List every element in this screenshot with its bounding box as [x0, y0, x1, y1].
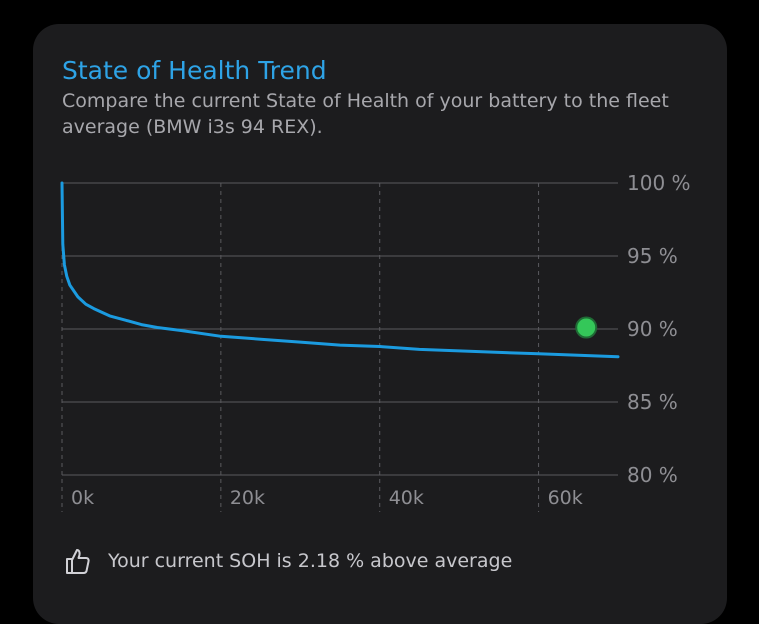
- card-subtitle: Compare the current State of Health of y…: [62, 90, 669, 138]
- current-soh-marker: [575, 316, 598, 339]
- y-tick-label: 100 %: [627, 171, 691, 195]
- fleet-average-line: [60, 181, 620, 359]
- y-tick-label: 90 %: [627, 317, 678, 341]
- y-tick-label: 85 %: [627, 390, 678, 414]
- soh-trend-chart: 100 % 95 % 90 % 85 % 80 % 0k 20k 40k 60k: [60, 171, 691, 512]
- y-tick-label: 80 %: [627, 463, 678, 487]
- x-tick-label: 20k: [230, 487, 265, 509]
- y-tick-label: 95 %: [627, 244, 678, 268]
- soh-comparison-text: Your current SOH is 2.18 % above average: [108, 550, 513, 572]
- soh-comparison-note: Your current SOH is 2.18 % above average: [62, 546, 512, 576]
- x-tick-label: 60k: [548, 487, 583, 509]
- x-tick-label: 0k: [71, 487, 94, 509]
- x-tick-label: 40k: [389, 487, 424, 509]
- soh-card: [33, 24, 727, 624]
- thumbs-up-icon: [66, 549, 90, 574]
- card-title: State of Health Trend: [62, 56, 327, 85]
